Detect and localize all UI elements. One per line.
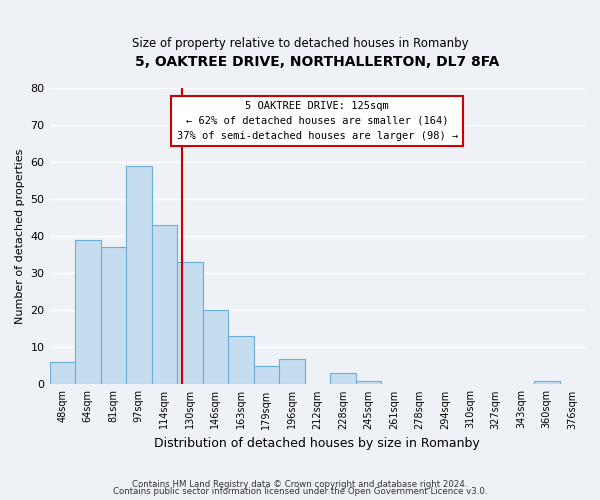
Bar — [279, 358, 305, 384]
Y-axis label: Number of detached properties: Number of detached properties — [15, 148, 25, 324]
Text: Contains public sector information licensed under the Open Government Licence v3: Contains public sector information licen… — [113, 487, 487, 496]
Bar — [177, 262, 203, 384]
Bar — [254, 366, 279, 384]
Text: 5 OAKTREE DRIVE: 125sqm
← 62% of detached houses are smaller (164)
37% of semi-d: 5 OAKTREE DRIVE: 125sqm ← 62% of detache… — [176, 101, 458, 141]
Bar — [203, 310, 228, 384]
Bar — [75, 240, 101, 384]
Text: Size of property relative to detached houses in Romanby: Size of property relative to detached ho… — [131, 38, 469, 51]
Bar — [356, 380, 381, 384]
Bar — [126, 166, 152, 384]
Bar — [50, 362, 75, 384]
Text: Contains HM Land Registry data © Crown copyright and database right 2024.: Contains HM Land Registry data © Crown c… — [132, 480, 468, 489]
Bar — [101, 248, 126, 384]
Bar — [228, 336, 254, 384]
Bar — [152, 225, 177, 384]
Bar — [534, 380, 560, 384]
Bar — [330, 374, 356, 384]
X-axis label: Distribution of detached houses by size in Romanby: Distribution of detached houses by size … — [154, 437, 480, 450]
Title: 5, OAKTREE DRIVE, NORTHALLERTON, DL7 8FA: 5, OAKTREE DRIVE, NORTHALLERTON, DL7 8FA — [135, 55, 499, 69]
